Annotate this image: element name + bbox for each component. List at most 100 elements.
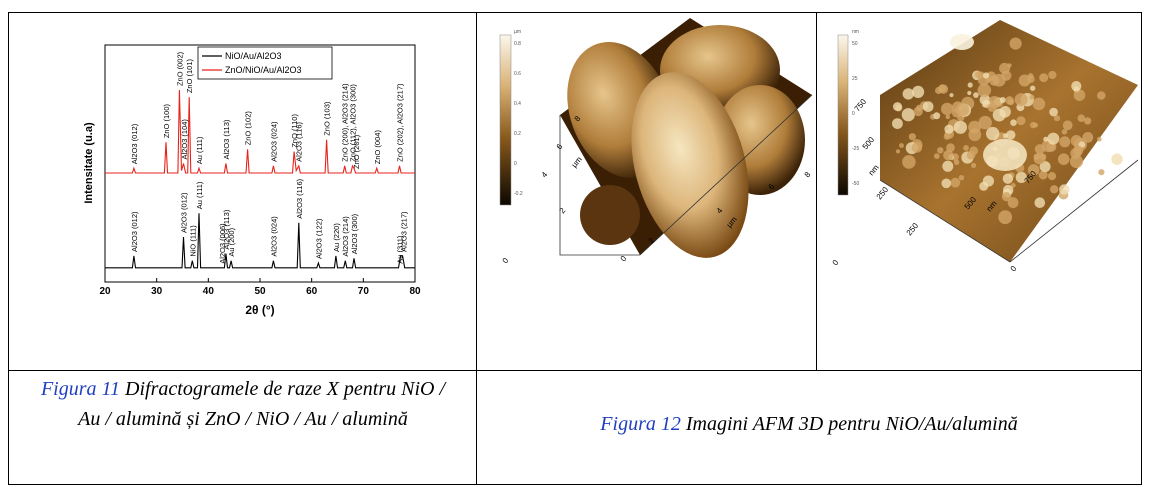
legend-label: ZnO/NiO/Au/Al2O3 [225,65,302,75]
colorbar-label: 0 [514,161,517,167]
x-tick-label: 50 [254,286,266,297]
afm-axis-label: 6 [555,142,565,152]
grain [999,62,1011,74]
colorbar-label: 25 [852,76,858,82]
grain [1077,114,1086,122]
grain [1097,91,1106,100]
grain [1002,173,1014,184]
grain [1073,89,1086,101]
peak-label: ZnO (103) [323,101,332,136]
afm-axis-label: 0 [619,254,629,264]
colorbar-label: 0 [852,111,855,117]
peak-label: Al2O3 (217) [400,211,409,252]
grain [946,143,955,153]
peak-label: Au (111) [195,181,204,209]
peak-label: Al2O3 (104) [180,119,189,160]
x-tick-label: 80 [409,286,421,297]
grain [1043,136,1049,142]
peak-label: Al2O3 (300) [350,213,359,254]
grain [1069,154,1084,169]
grain [922,101,934,112]
grain [978,115,992,130]
afm-axis-label: 500 [861,135,877,151]
column-rule [476,12,477,485]
afm-axis-label: 6 [767,182,777,192]
grain [983,72,990,79]
peak-label: ZnO (102) [244,111,253,146]
grain [967,82,973,88]
x-tick-label: 30 [151,286,163,297]
afm-axis-label: nm [867,163,881,178]
grain [1010,183,1016,188]
afm-axis-label: 250 [905,221,921,237]
peak-label: Al2O3 (116) [295,178,304,218]
peak-label: ZnO (100) [162,103,171,138]
series-line [105,89,415,174]
grain [902,155,916,169]
grain [933,112,941,120]
grain [986,126,1000,141]
grain [1047,172,1057,181]
grain [953,120,968,134]
grain [988,75,1000,86]
grain [933,153,940,160]
colorbar-label: 0.6 [514,71,521,77]
legend-box [197,46,333,80]
afm-axis-label: 8 [573,114,583,124]
caption-figure-12: Figura 12 Imagini AFM 3D pentru NiO/Au/a… [478,409,1140,439]
afm-axis-label: 2 [558,206,568,216]
peak-label: Au (111) [195,136,204,164]
grain [1034,197,1046,208]
grain [895,149,901,154]
peak-label: ZnO (112), Al2O3 (300) [348,84,357,162]
x-tick-label: 20 [99,286,111,297]
peak-label: Au (200) [227,227,236,256]
grain [911,142,923,153]
grain [1059,136,1071,148]
grain [949,93,954,98]
afm-axis-label: µm [570,155,584,170]
grain [1006,130,1016,140]
grain [1039,161,1051,173]
grain [1050,185,1059,194]
grain [941,102,954,116]
figure-link[interactable]: Figura 12 [600,413,681,435]
afm-image-right [837,20,1139,263]
column-rule [816,12,817,370]
peak-label: Au (220) [332,223,341,252]
grain [1049,107,1058,117]
peak-label: Al2O3 (113) [222,209,231,249]
peak-label: ZnO (201) [352,134,361,169]
grain [916,104,923,112]
grain [1038,170,1048,180]
peak-label: Al2O3 (012) [130,123,139,164]
peak-label: ZnO (202), Al2O3 (217) [396,83,405,162]
grain [1057,153,1070,165]
colorbar-label: -0.2 [514,191,523,197]
figure-link[interactable]: Figura 11 [40,378,121,400]
grain [943,150,954,161]
grain [983,139,1027,171]
afm-axis-label: 2 [647,236,657,246]
x-axis-label: 2θ (°) [245,303,274,317]
colorbar-label: 0.2 [514,131,521,137]
peak-label: Al2O3 (024) [269,216,278,257]
peak-label: Al2O3 (024) [269,121,278,162]
grain [1029,94,1035,100]
colorbar-label: 0.8 [514,41,521,47]
table-border [8,12,1142,485]
plot-frame [104,44,416,283]
grain [1018,74,1031,87]
grain [937,147,944,154]
grain [1059,184,1070,195]
grain [1098,169,1105,176]
grain [998,210,1013,225]
grain [901,108,915,122]
grain [1096,136,1102,142]
grain [963,145,969,151]
grain [969,146,979,156]
grain [1001,192,1012,202]
grain [1016,116,1026,126]
